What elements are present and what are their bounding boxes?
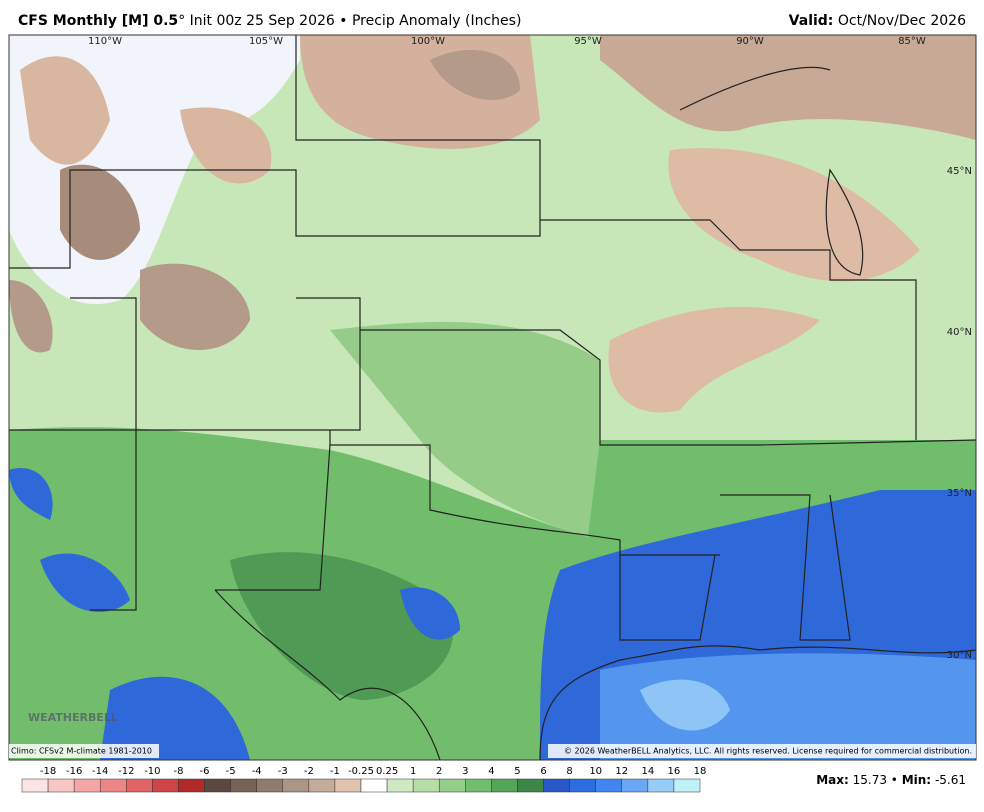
colorbar-label: -14 — [92, 766, 108, 777]
colorbar-label: -6 — [200, 766, 210, 777]
colorbar-swatch — [360, 778, 388, 793]
valid-label: Valid: — [789, 13, 834, 29]
colorbar-swatch — [673, 778, 701, 793]
colorbar: -18 -16 -14 -12 -10 -8 -6 -5 -4 -3 -2 -1 -0.25 0.25 1 2… — [21, 766, 707, 793]
longitude-label: 105°W — [249, 36, 283, 47]
title-rest: ° Init 00z 25 Sep 2026 • Precip Anomaly … — [178, 13, 521, 29]
colorbar-swatch — [386, 778, 414, 793]
colorbar-label: -4 — [252, 766, 262, 777]
max-min: Max: 15.73 • Min: -5.61 — [816, 773, 966, 787]
max-value: 15.73 — [853, 773, 887, 787]
min-value: -5.61 — [935, 773, 966, 787]
colorbar-swatch — [412, 778, 440, 793]
colorbar-swatch — [282, 778, 310, 793]
longitude-label: 100°W — [411, 36, 445, 47]
colorbar-label: -1 — [330, 766, 340, 777]
latitude-label: 40°N — [947, 327, 972, 338]
colorbar-swatch — [438, 778, 466, 793]
colorbar-label: -12 — [118, 766, 134, 777]
colorbar-label: 16 — [668, 766, 681, 777]
map-frame — [8, 34, 977, 761]
map — [9, 35, 976, 760]
title: CFS Monthly [M] 0.5° Init 00z 25 Sep 202… — [18, 13, 521, 29]
colorbar-label: 10 — [589, 766, 602, 777]
colorbar-label: 14 — [641, 766, 654, 777]
colorbar-swatch — [152, 778, 179, 793]
colorbar-swatch — [647, 778, 675, 793]
colorbar-swatch — [204, 778, 231, 793]
colorbar-label: 18 — [694, 766, 707, 777]
colorbar-label: 0.25 — [376, 766, 398, 777]
colorbar-label: 12 — [615, 766, 628, 777]
longitude-label: 95°W — [574, 36, 602, 47]
colorbar-label: -0.25 — [348, 766, 374, 777]
colorbar-swatch — [308, 778, 336, 793]
colorbar-label: 6 — [540, 766, 546, 777]
min-label: Min: — [902, 773, 931, 787]
latitude-label: 45°N — [947, 166, 972, 177]
separator: • — [891, 773, 898, 787]
colorbar-swatch — [73, 778, 101, 793]
colorbar-swatch — [230, 778, 257, 793]
valid-value: Oct/Nov/Dec 2026 — [838, 13, 966, 29]
colorbar-swatch — [517, 778, 544, 793]
longitude-label: 110°W — [88, 36, 122, 47]
latitude-label: 35°N — [947, 488, 972, 499]
colorbar-swatch — [569, 778, 596, 793]
colorbar-swatch — [178, 778, 205, 793]
latitude-label: 30°N — [947, 650, 972, 661]
colorbar-swatch — [491, 778, 518, 793]
max-label: Max: — [816, 773, 849, 787]
colorbar-swatch — [256, 778, 284, 793]
colorbar-swatch — [21, 778, 49, 793]
longitude-label: 90°W — [736, 36, 764, 47]
colorbar-label: -8 — [173, 766, 183, 777]
colorbar-label: -3 — [278, 766, 288, 777]
title-bold: CFS Monthly [M] 0.5 — [18, 13, 178, 29]
colorbar-label: 3 — [462, 766, 468, 777]
colorbar-swatch — [334, 778, 362, 793]
colorbar-swatch — [543, 778, 570, 793]
colorbar-swatch — [47, 778, 75, 793]
copyright: © 2026 WeatherBELL Analytics, LLC. All r… — [564, 747, 972, 756]
colorbar-label: -16 — [66, 766, 82, 777]
valid: Valid: Oct/Nov/Dec 2026 — [789, 13, 966, 29]
watermark: WEATHERBELL — [28, 711, 118, 724]
colorbar-label: 5 — [514, 766, 520, 777]
colorbar-label: -10 — [144, 766, 160, 777]
colorbar-swatch — [595, 778, 623, 793]
colorbar-swatch — [465, 778, 492, 793]
colorbar-label: 2 — [436, 766, 442, 777]
colorbar-label: 4 — [488, 766, 494, 777]
colorbar-label: -5 — [226, 766, 236, 777]
colorbar-swatch — [99, 778, 127, 793]
colorbar-label: 8 — [566, 766, 572, 777]
colorbar-label: -18 — [40, 766, 56, 777]
climo: Climo: CFSv2 M-climate 1981-2010 — [11, 747, 152, 756]
colorbar-label: -2 — [304, 766, 314, 777]
colorbar-label: 1 — [410, 766, 416, 777]
latitude-labels: 45°N 40°N 35°N 30°N — [947, 166, 972, 661]
colorbar-swatch — [126, 778, 153, 793]
longitude-labels: 110°W 105°W 100°W 95°W 90°W 85°W — [88, 36, 926, 47]
colorbar-swatch — [621, 778, 649, 793]
longitude-label: 85°W — [898, 36, 926, 47]
